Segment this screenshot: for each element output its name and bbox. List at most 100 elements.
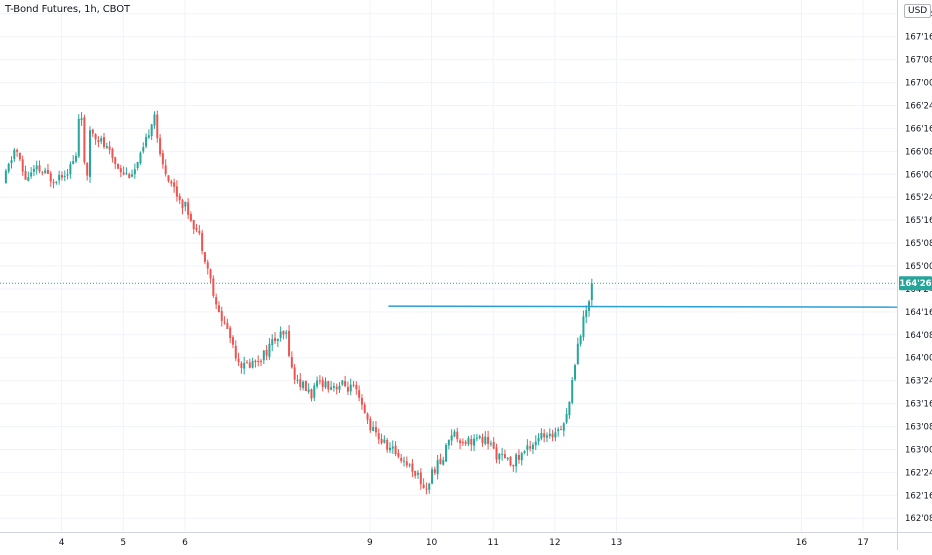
candle-body	[21, 159, 24, 172]
candle-body	[310, 389, 313, 399]
candle-body	[128, 174, 131, 178]
candle-body	[32, 168, 35, 172]
y-tick-label: 162'24	[905, 468, 932, 478]
y-tick-label: 165'00	[905, 262, 932, 272]
candle-body	[360, 397, 363, 405]
candle-body	[161, 153, 164, 165]
candle-body	[414, 470, 417, 476]
y-tick-label: 166'16	[905, 124, 932, 134]
grid	[0, 0, 897, 532]
candle-body	[503, 454, 506, 459]
candle-body	[489, 443, 492, 445]
candle-body	[271, 339, 274, 346]
candle-body	[383, 439, 386, 443]
candle-body	[4, 170, 7, 184]
candle-body	[363, 404, 366, 413]
candle-body	[274, 338, 277, 342]
candle-body	[49, 173, 52, 182]
x-tick-label: 11	[487, 538, 498, 548]
candle-body	[276, 338, 279, 342]
candle-body	[100, 138, 103, 142]
candle-body	[318, 380, 321, 382]
candle-body	[537, 438, 540, 442]
candle-body	[265, 349, 268, 356]
candle-body	[568, 401, 571, 416]
candle-body	[38, 165, 41, 172]
candle-body	[175, 186, 178, 197]
candle-body	[170, 181, 173, 184]
candle-body	[447, 439, 450, 446]
y-tick-label: 162'16	[905, 491, 932, 501]
candle-body	[380, 439, 383, 443]
candle-body	[520, 453, 523, 461]
candle-body	[147, 135, 150, 138]
candle-body	[296, 379, 299, 381]
y-tick-label: 164'00	[905, 354, 932, 364]
candle-body	[139, 152, 142, 164]
candle-body	[285, 332, 288, 334]
y-tick-label: 167'08	[905, 56, 932, 66]
candle-body	[145, 136, 148, 147]
candle-body	[220, 311, 223, 321]
candle-body	[467, 438, 470, 445]
candle-body	[402, 460, 405, 462]
candle-body	[136, 161, 139, 168]
x-tick-label: 13	[611, 538, 622, 548]
y-tick-label: 165'16	[905, 216, 932, 226]
candle-body	[173, 182, 176, 187]
candle-body	[453, 431, 456, 437]
candle-body	[366, 413, 369, 420]
candle-body	[88, 130, 91, 177]
candle-body	[103, 137, 106, 147]
candle-body	[492, 442, 495, 449]
candle-body	[254, 360, 257, 363]
candle-body	[77, 118, 80, 157]
candle-body	[260, 360, 263, 362]
candle-body	[515, 454, 518, 467]
candle-body	[481, 437, 484, 443]
candle-body	[590, 283, 593, 301]
candle-body	[408, 464, 411, 466]
candle-body	[299, 379, 302, 388]
candle-body	[97, 140, 100, 143]
candle-body	[119, 168, 122, 173]
candle-body	[445, 445, 448, 462]
candle-body	[470, 439, 473, 445]
candle-body	[240, 363, 243, 369]
candle-body	[187, 202, 190, 215]
candle-body	[487, 436, 490, 444]
candle-body	[517, 454, 520, 460]
candle-body	[72, 161, 75, 164]
candle-body	[142, 147, 145, 152]
candle-body	[531, 444, 534, 450]
candle-body	[509, 456, 512, 466]
candle-body	[313, 385, 316, 398]
candle-body	[540, 432, 543, 439]
candle-body	[248, 362, 251, 368]
candle-body	[257, 360, 260, 362]
candle-body	[346, 387, 349, 392]
x-tick-label: 10	[426, 538, 438, 548]
currency-badge[interactable]: USD	[904, 4, 932, 18]
x-tick-label: 17	[857, 538, 868, 548]
candle-body	[464, 441, 467, 444]
candle-body	[46, 169, 49, 174]
y-tick-label: 166'08	[905, 147, 932, 157]
candle-body	[512, 464, 515, 467]
candle-body	[358, 390, 361, 398]
candle-body	[565, 413, 568, 423]
x-tick-label: 12	[549, 538, 560, 548]
last-price-label: 164'26	[899, 279, 931, 289]
candle-body	[548, 433, 551, 437]
candle-body	[394, 445, 397, 455]
candle-body	[585, 310, 588, 317]
candle-body	[338, 385, 341, 390]
candle-body	[428, 483, 431, 490]
candle-body	[189, 214, 192, 221]
candle-body	[576, 343, 579, 365]
candle-body	[374, 427, 377, 433]
candle-body	[24, 170, 27, 180]
